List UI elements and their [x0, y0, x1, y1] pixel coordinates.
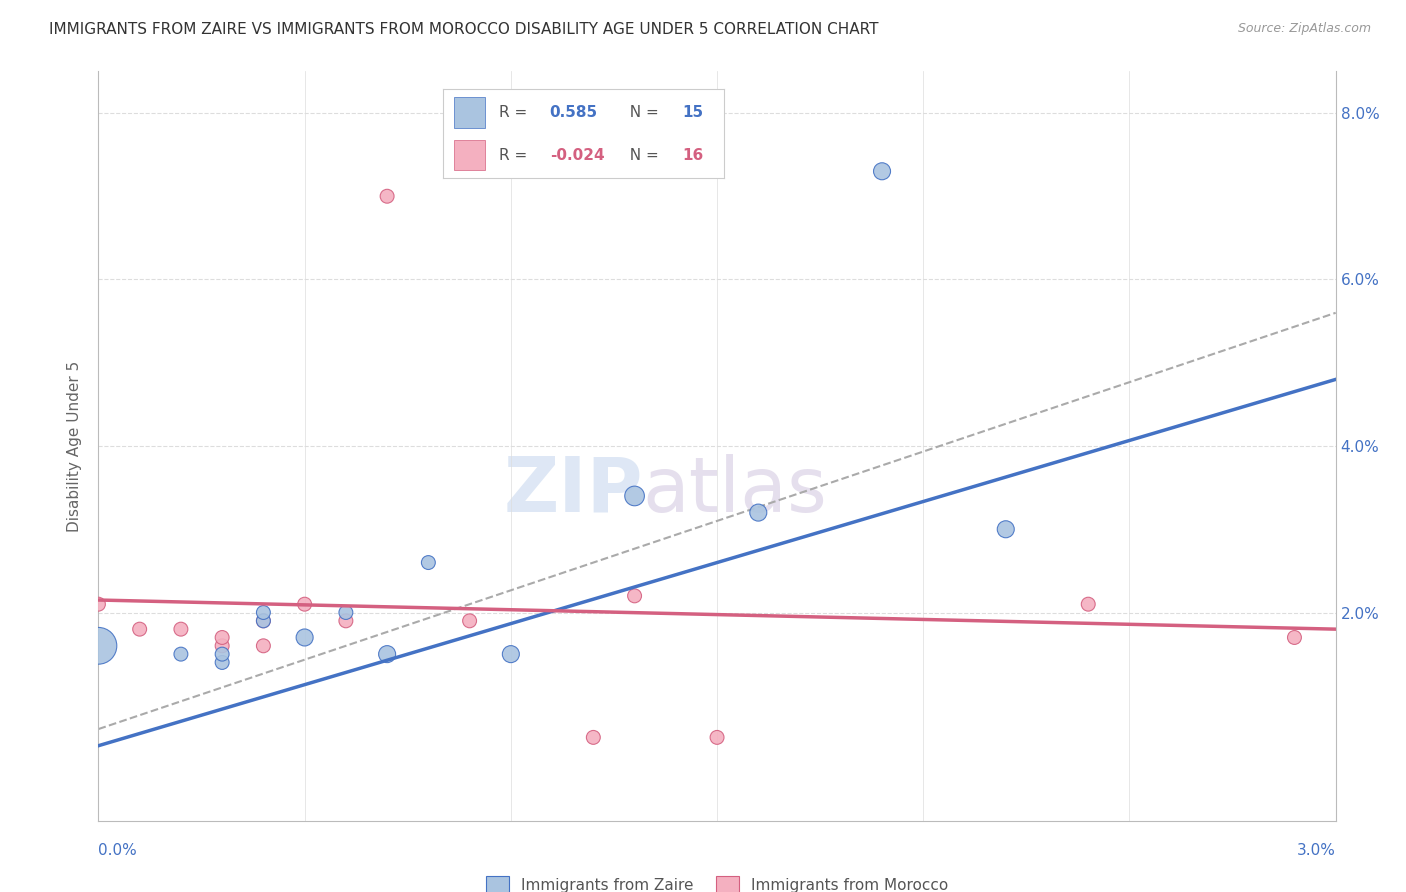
Point [294, 597, 316, 611]
Point [252, 614, 274, 628]
Text: N =: N = [620, 105, 664, 120]
Point [582, 731, 605, 745]
Text: ZIP: ZIP [503, 454, 643, 528]
Text: 16: 16 [682, 148, 703, 162]
Text: atlas: atlas [643, 454, 828, 528]
Point [211, 631, 233, 645]
Point [706, 731, 728, 745]
Point [170, 622, 193, 636]
Text: IMMIGRANTS FROM ZAIRE VS IMMIGRANTS FROM MOROCCO DISABILITY AGE UNDER 5 CORRELAT: IMMIGRANTS FROM ZAIRE VS IMMIGRANTS FROM… [49, 22, 879, 37]
Point [335, 614, 357, 628]
Point [128, 622, 150, 636]
Text: 15: 15 [682, 105, 703, 120]
Text: N =: N = [620, 148, 664, 162]
Point [252, 639, 274, 653]
Text: Source: ZipAtlas.com: Source: ZipAtlas.com [1237, 22, 1371, 36]
Y-axis label: Disability Age Under 5: Disability Age Under 5 [66, 360, 82, 532]
Point [170, 647, 193, 661]
Point [87, 597, 110, 611]
Point [211, 647, 233, 661]
Text: R =: R = [499, 105, 533, 120]
Point [375, 189, 398, 203]
Point [747, 506, 769, 520]
Point [870, 164, 893, 178]
Legend: Immigrants from Zaire, Immigrants from Morocco: Immigrants from Zaire, Immigrants from M… [479, 871, 955, 892]
Point [375, 647, 398, 661]
Point [294, 631, 316, 645]
Point [1284, 631, 1306, 645]
Text: 0.0%: 0.0% [98, 843, 138, 858]
Point [418, 556, 440, 570]
Point [211, 656, 233, 670]
Point [623, 589, 645, 603]
Text: 3.0%: 3.0% [1296, 843, 1336, 858]
Text: 0.585: 0.585 [550, 105, 598, 120]
Point [994, 522, 1017, 536]
Text: -0.024: -0.024 [550, 148, 605, 162]
Point [458, 614, 481, 628]
Point [623, 489, 645, 503]
Point [335, 606, 357, 620]
Point [87, 639, 110, 653]
Point [499, 647, 522, 661]
Point [1077, 597, 1099, 611]
Point [252, 606, 274, 620]
Bar [454, 97, 485, 128]
Bar [454, 140, 485, 170]
Point [211, 639, 233, 653]
Text: R =: R = [499, 148, 533, 162]
Point [252, 614, 274, 628]
